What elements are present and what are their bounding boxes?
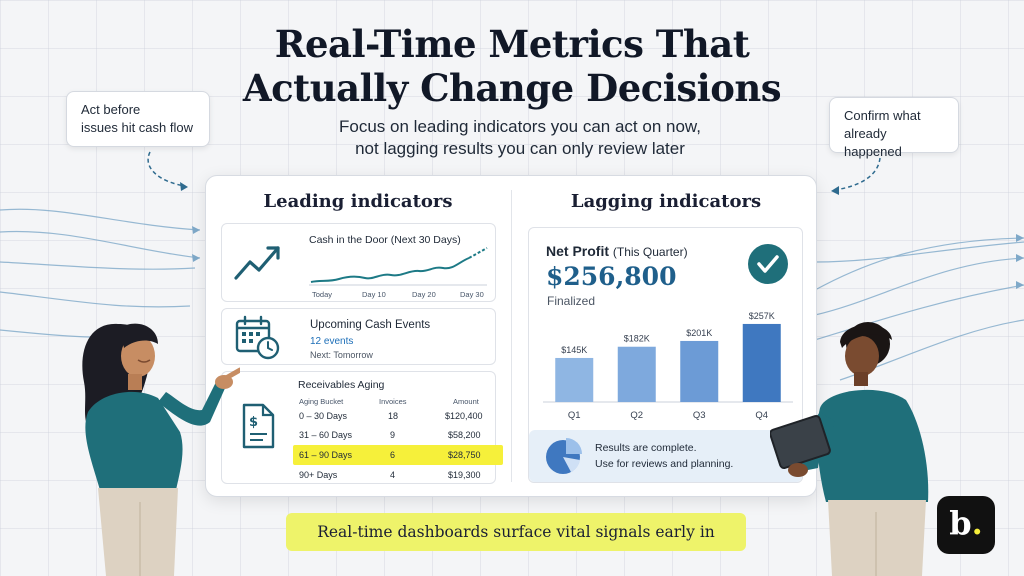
net-profit-status: Finalized bbox=[547, 294, 596, 308]
amount-cell: $19,300 bbox=[448, 470, 481, 480]
callout-left-line-1: Act before bbox=[81, 102, 141, 117]
net-profit-qualifier: (This Quarter) bbox=[612, 245, 688, 259]
bar-q1 bbox=[555, 357, 594, 402]
events-title: Upcoming Cash Events bbox=[310, 319, 431, 331]
cash-card-title: Cash in the Door (Next 30 Days) bbox=[309, 234, 461, 246]
bucket-cell: 61 – 90 Days bbox=[299, 450, 353, 460]
column-header: Amount bbox=[453, 397, 479, 406]
results-text: Results are complete. Use for reviews an… bbox=[595, 440, 733, 472]
bar-q3 bbox=[680, 340, 719, 402]
trend-up-icon bbox=[234, 246, 280, 280]
callout-left-line-2: issues hit cash flow bbox=[81, 120, 193, 135]
amount-cell: $58,200 bbox=[448, 430, 481, 440]
callout-right-line-2: already happened bbox=[844, 126, 902, 159]
title-line-2: Actually Change Decisions bbox=[242, 66, 782, 110]
woman-pointing-illustration bbox=[82, 323, 240, 576]
amount-cell: $28,750 bbox=[448, 450, 481, 460]
brand-logo: b. bbox=[937, 496, 995, 554]
category-label: Q4 bbox=[755, 410, 768, 421]
cash-in-door-card: Cash in the Door (Next 30 Days) Today Da… bbox=[221, 223, 496, 302]
invoice-dollar-icon: $ bbox=[242, 403, 275, 449]
category-label: Q1 bbox=[568, 410, 581, 421]
tick-label: Day 30 bbox=[460, 290, 484, 299]
bar-q2 bbox=[617, 346, 656, 402]
callout-confirm: Confirm what already happened bbox=[829, 97, 959, 159]
invoices-cell: 18 bbox=[388, 411, 399, 421]
bucket-cell: 0 – 30 Days bbox=[299, 411, 348, 421]
events-next: Next: Tomorrow bbox=[310, 350, 373, 360]
bar-q4 bbox=[742, 323, 781, 402]
leading-heading: Leading indicators bbox=[263, 191, 453, 212]
logo-letter: b bbox=[949, 504, 972, 542]
page-title: Real-Time Metrics That Actually Change D… bbox=[0, 22, 1024, 110]
panel-divider bbox=[511, 190, 512, 482]
bar-value-label: $145K bbox=[561, 345, 587, 355]
table-row: 90+ Days 4 $19,300 bbox=[293, 465, 503, 485]
cash-sparkline bbox=[309, 247, 488, 286]
results-line-1: Results are complete. bbox=[595, 442, 697, 454]
invoices-cell: 6 bbox=[390, 450, 396, 460]
net-profit-card: Net Profit (This Quarter) $256,800 Final… bbox=[528, 227, 803, 483]
upcoming-cash-events-card: Upcoming Cash Events 12 events Next: Tom… bbox=[221, 308, 496, 365]
bucket-cell: 31 – 60 Days bbox=[299, 430, 353, 440]
column-header: Aging Bucket bbox=[299, 397, 344, 406]
aging-title: Receivables Aging bbox=[298, 379, 385, 391]
dashboard-panel: Leading indicators Cash in the Door (Nex… bbox=[205, 175, 817, 497]
amount-cell: $120,400 bbox=[445, 411, 483, 421]
tick-label: Day 10 bbox=[362, 290, 386, 299]
bucket-cell: 90+ Days bbox=[299, 470, 338, 480]
calendar-clock-icon bbox=[235, 315, 280, 360]
bar-value-label: $201K bbox=[686, 328, 712, 338]
title-line-1: Real-Time Metrics That bbox=[274, 22, 750, 66]
net-profit-label: Net Profit bbox=[546, 243, 609, 259]
lagging-heading: Lagging indicators bbox=[570, 191, 762, 212]
check-circle-icon bbox=[748, 244, 788, 284]
category-label: Q3 bbox=[693, 410, 706, 421]
category-label: Q2 bbox=[630, 410, 643, 421]
bar-value-label: $257K bbox=[749, 311, 775, 321]
quarterly-profit-bar-chart: $145K Q1 $182K Q2 $201K Q3 $257K Q4 bbox=[543, 311, 793, 421]
aging-header-row: Aging Bucket Invoices Amount bbox=[293, 392, 503, 412]
column-header: Invoices bbox=[379, 397, 407, 406]
tick-label: Day 20 bbox=[412, 290, 436, 299]
table-row-highlighted: 61 – 90 Days 6 $28,750 bbox=[293, 445, 503, 465]
invoices-cell: 4 bbox=[390, 470, 396, 480]
callout-right-line-1: Confirm what bbox=[844, 108, 921, 123]
pie-chart-icon bbox=[546, 438, 582, 474]
table-row: 31 – 60 Days 9 $58,200 bbox=[293, 425, 503, 445]
table-row: 0 – 30 Days 18 $120,400 bbox=[293, 406, 503, 426]
events-count: 12 events bbox=[310, 336, 354, 347]
subtitle-line-2: not lagging results you can only review … bbox=[355, 139, 685, 158]
callout-act-before: Act before issues hit cash flow bbox=[66, 91, 210, 147]
results-complete-box: Results are complete. Use for reviews an… bbox=[529, 430, 802, 482]
tick-label: Today bbox=[312, 290, 333, 299]
invoices-cell: 9 bbox=[390, 430, 396, 440]
svg-text:$: $ bbox=[249, 415, 258, 430]
aging-table: Aging Bucket Invoices Amount 0 – 30 Days… bbox=[293, 392, 503, 484]
net-profit-value: $256,800 bbox=[546, 262, 677, 291]
logo-dot: . bbox=[971, 504, 983, 542]
bar-value-label: $182K bbox=[624, 334, 650, 344]
subtitle-line-1: Focus on leading indicators you can act … bbox=[339, 117, 701, 136]
footer-banner: Real-time dashboards surface vital signa… bbox=[286, 513, 746, 551]
page-subtitle: Focus on leading indicators you can act … bbox=[250, 116, 790, 160]
results-line-2: Use for reviews and planning. bbox=[595, 458, 734, 470]
man-with-tablet-illustration bbox=[770, 322, 929, 576]
receivables-aging-card: $ Receivables Aging Aging Bucket Invoice… bbox=[221, 371, 503, 484]
net-profit-title: Net Profit (This Quarter) bbox=[546, 243, 688, 259]
